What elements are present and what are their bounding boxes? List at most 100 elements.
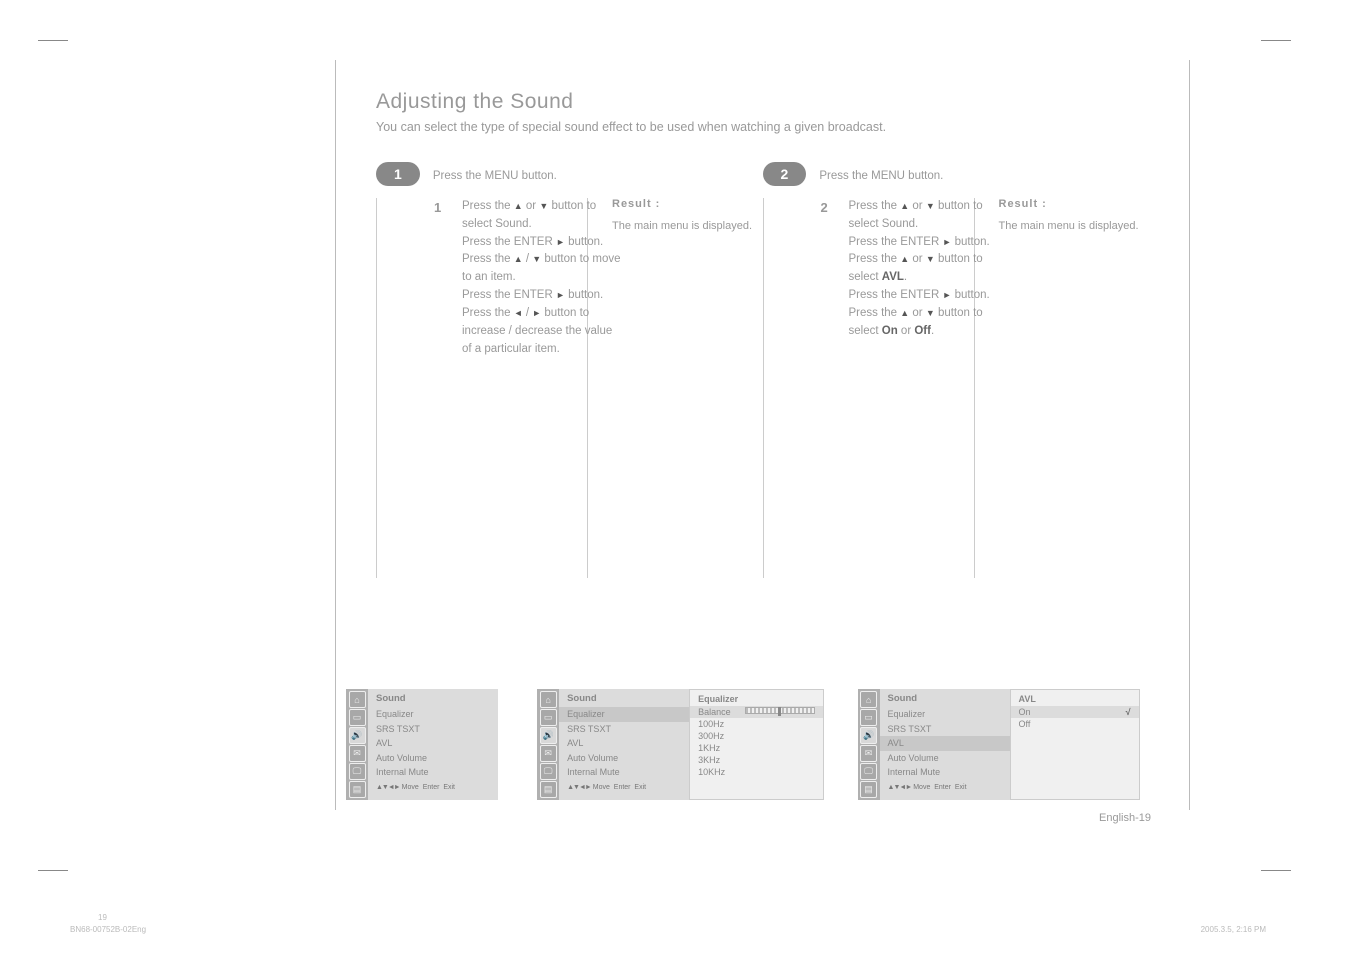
columns: 1 Press the MENU button. 1 Press the or … xyxy=(376,162,1149,578)
osd-item: Internal Mute xyxy=(567,765,681,780)
row-label: 1KHz xyxy=(698,743,720,753)
osd-menu-1: ⌂ ▭ 🔊 ✉ 🖵 ▤ Sound Equalizer SRS TSXT AVL… xyxy=(346,689,525,800)
pc-icon: 🖵 xyxy=(860,763,877,780)
col-right: 2 Press the MENU button. 2 Press the or … xyxy=(763,162,1150,578)
row-label: 3KHz xyxy=(698,755,720,765)
footer-filename: BN68-00752B-02Eng xyxy=(70,925,146,934)
up-icon xyxy=(900,307,909,319)
detail-spacer xyxy=(1019,730,1131,780)
page-title: Adjusting the Sound xyxy=(376,90,1149,114)
row-label: 10KHz xyxy=(698,767,725,777)
osd-detail-equalizer: Equalizer Balance 100Hz 300Hz 1KHz 3KHz … xyxy=(689,689,824,800)
osd-row: ⌂ ▭ 🔊 ✉ 🖵 ▤ Sound Equalizer SRS TSXT AVL… xyxy=(346,689,1166,800)
osd-item: Auto Volume xyxy=(376,751,490,766)
bold-off: Off xyxy=(914,325,931,337)
foot-enter: Enter xyxy=(614,784,631,791)
osd-panel: Sound Equalizer SRS TSXT AVL Auto Volume… xyxy=(368,689,498,800)
detail-row: On√ xyxy=(1011,706,1139,718)
detail-title: AVL xyxy=(1019,694,1131,704)
osd-item: SRS TSXT xyxy=(376,722,490,737)
detail-row: 300Hz xyxy=(698,730,815,742)
sub-num: 2 xyxy=(821,198,828,218)
crop-mark xyxy=(1261,870,1291,871)
down-icon xyxy=(926,200,935,212)
detail-row: 100Hz xyxy=(698,718,815,730)
right-icon xyxy=(556,236,565,248)
detail-row: 1KHz xyxy=(698,742,815,754)
detail-title: Equalizer xyxy=(698,694,815,704)
step2-sub1: 2 Press the or button to select Sound.Pr… xyxy=(849,198,1009,341)
step1-top: Press the MENU button. xyxy=(433,170,557,182)
osd-item: Equalizer xyxy=(888,707,1002,722)
setup-icon: ▤ xyxy=(540,781,557,798)
detail-row: Balance xyxy=(690,706,823,718)
crop-mark xyxy=(38,40,68,41)
nav-arrows-icon: ▲▼◄► xyxy=(567,784,591,791)
up-icon xyxy=(900,253,909,265)
osd-footer: ▲▼◄► Move Enter Exit xyxy=(376,784,490,791)
tv-icon: ⌂ xyxy=(860,691,877,708)
row-label: Balance xyxy=(698,707,731,717)
setup-icon: ▤ xyxy=(860,781,877,798)
step1-result: Result : The main menu is displayed. xyxy=(612,198,762,235)
right-icon xyxy=(942,289,951,301)
right-icon xyxy=(532,307,541,319)
sub-num: 1 xyxy=(434,198,441,218)
foot-exit: Exit xyxy=(443,784,455,791)
osd-title: Sound xyxy=(376,693,490,704)
result-text: The main menu is displayed. xyxy=(612,218,762,235)
foot-move: Move xyxy=(593,784,610,791)
features-icon: ✉ xyxy=(540,745,557,762)
row-label: 300Hz xyxy=(698,731,724,741)
osd-footer: ▲▼◄► Move Enter Exit xyxy=(888,784,1002,791)
crop-mark xyxy=(1261,40,1291,41)
osd-item: Equalizer xyxy=(376,707,490,722)
down-icon xyxy=(539,200,548,212)
foot-exit: Exit xyxy=(634,784,646,791)
result-title: Result : xyxy=(612,198,762,210)
setup-icon: ▤ xyxy=(349,781,366,798)
picture-icon: ▭ xyxy=(860,709,877,726)
right-icon xyxy=(942,236,951,248)
or-text: or xyxy=(898,325,915,337)
osd-menu-2: ⌂ ▭ 🔊 ✉ 🖵 ▤ Sound Equalizer SRS TSXT AVL… xyxy=(537,689,845,800)
osd-icon-col: ⌂ ▭ 🔊 ✉ 🖵 ▤ xyxy=(346,689,368,800)
osd-icon-col: ⌂ ▭ 🔊 ✉ 🖵 ▤ xyxy=(537,689,559,800)
foot-move: Move xyxy=(402,784,419,791)
bold-on: On xyxy=(882,325,898,337)
check-icon: √ xyxy=(1126,707,1131,717)
foot-exit: Exit xyxy=(955,784,967,791)
detail-row: 3KHz xyxy=(698,754,815,766)
down-icon xyxy=(926,307,935,319)
step1-sub1: 1 Press the or button to select Sound.Pr… xyxy=(462,198,622,358)
osd-item: SRS TSXT xyxy=(888,722,1002,737)
down-icon xyxy=(926,253,935,265)
osd-item: Internal Mute xyxy=(888,765,1002,780)
foot-enter: Enter xyxy=(423,784,440,791)
osd-item: Auto Volume xyxy=(567,751,681,766)
osd-item: Internal Mute xyxy=(376,765,490,780)
up-icon xyxy=(514,200,523,212)
osd-title: Sound xyxy=(888,693,1002,704)
detail-row: 10KHz xyxy=(698,766,815,778)
nav-arrows-icon: ▲▼◄► xyxy=(888,784,912,791)
step2-body: 2 Press the or button to select Sound.Pr… xyxy=(763,198,1150,578)
result-text: The main menu is displayed. xyxy=(999,218,1149,235)
osd-footer: ▲▼◄► Move Enter Exit xyxy=(567,784,681,791)
bold-avl: AVL xyxy=(882,271,904,283)
crop-mark xyxy=(38,870,68,871)
row-label: 100Hz xyxy=(698,719,724,729)
osd-item-hl: Equalizer xyxy=(559,707,689,722)
left-icon xyxy=(514,307,523,319)
foot-enter: Enter xyxy=(934,784,951,791)
sound-icon: 🔊 xyxy=(349,727,366,744)
col-left: 1 Press the MENU button. 1 Press the or … xyxy=(376,162,763,578)
step-badge-1: 1 xyxy=(376,162,420,186)
foot-move: Move xyxy=(913,784,930,791)
step1-body: 1 Press the or button to select Sound.Pr… xyxy=(376,198,763,578)
step2-top: Press the MENU button. xyxy=(819,170,943,182)
step2-result: Result : The main menu is displayed. xyxy=(999,198,1149,235)
osd-item: AVL xyxy=(567,736,681,751)
down-icon xyxy=(532,253,541,265)
footer-pgnum: 19 xyxy=(98,913,107,922)
